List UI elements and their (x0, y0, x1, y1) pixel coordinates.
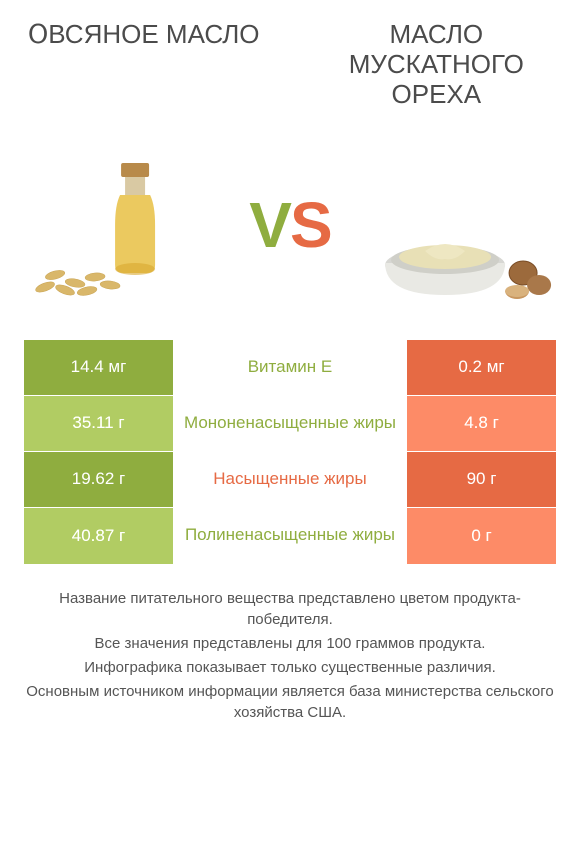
nutrient-label: Насыщенные жиры (173, 452, 407, 507)
nutrient-label: Витамин E (173, 340, 407, 395)
note-line: Основным источником информации является … (24, 681, 556, 725)
vs-badge: VS (226, 188, 354, 262)
right-product-image (354, 145, 556, 305)
right-value: 90 г (407, 452, 556, 507)
nutrient-label: Полиненасыщенные жиры (173, 508, 407, 564)
right-value: 0 г (407, 508, 556, 564)
right-value: 4.8 г (407, 396, 556, 451)
left-product-image (24, 145, 226, 305)
titles-row: Օвсяное масло Масло мускатного ореха (24, 20, 556, 110)
left-value: 40.87 г (24, 508, 173, 564)
note-line: Название питательного вещества представл… (24, 588, 556, 632)
note-line: Инфографика показывает только существенн… (24, 657, 556, 679)
nutrient-label: Мононенасыщенные жиры (173, 396, 407, 451)
left-value: 19.62 г (24, 452, 173, 507)
left-product-title: Օвсяное масло (24, 20, 263, 110)
compare-row: 40.87 гПолиненасыщенные жиры0 г (24, 508, 556, 564)
vs-v-letter: V (249, 188, 290, 262)
left-value: 35.11 г (24, 396, 173, 451)
right-product-title: Масло мускатного ореха (317, 20, 556, 110)
comparison-table: 14.4 мгВитамин E0.2 мг35.11 гМононенасыщ… (24, 340, 556, 564)
image-row: VS (24, 120, 556, 330)
vs-s-letter: S (290, 188, 331, 262)
compare-row: 35.11 гМононенасыщенные жиры4.8 г (24, 396, 556, 452)
right-value: 0.2 мг (407, 340, 556, 395)
compare-row: 19.62 гНасыщенные жиры90 г (24, 452, 556, 508)
footer-notes: Название питательного вещества представл… (24, 588, 556, 727)
compare-row: 14.4 мгВитамин E0.2 мг (24, 340, 556, 396)
left-value: 14.4 мг (24, 340, 173, 395)
note-line: Все значения представлены для 100 граммо… (24, 633, 556, 655)
